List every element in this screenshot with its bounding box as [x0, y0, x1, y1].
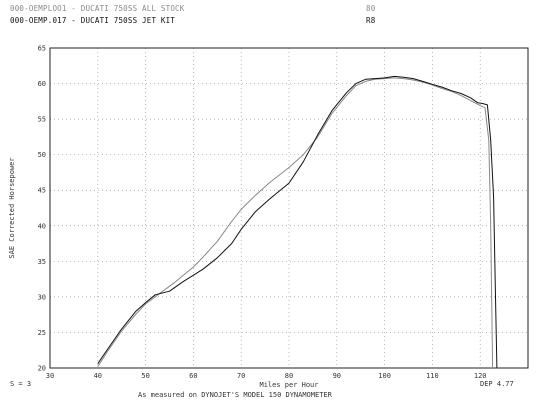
series-line-1	[97, 77, 494, 369]
x-axis-label: Miles per Hour	[259, 381, 318, 389]
footer-version: DEP 4.77	[480, 380, 514, 388]
legend-entry-stock-value: 80	[366, 4, 376, 13]
x-tick-label: 100	[378, 372, 391, 380]
y-tick-label: 30	[38, 293, 46, 301]
y-tick-label: 65	[38, 45, 46, 53]
y-tick-label: 40	[38, 222, 46, 230]
legend-entry-jetkit-value: R8	[366, 16, 376, 25]
legend-entry-jetkit: 000-OEMP.017 - DUCATI 750SS JET KIT	[10, 16, 176, 25]
y-tick-label: 55	[38, 116, 46, 124]
y-axis-label: SAE Corrected Horsepower	[8, 157, 16, 258]
series-line-2	[97, 75, 498, 369]
x-tick-label: 110	[426, 372, 439, 380]
y-tick-label: 20	[38, 365, 46, 373]
y-tick-label: 45	[38, 187, 46, 195]
legend-entry-stock: 000-OEMPLOO1 - DUCATI 750SS ALL STOCK	[10, 4, 185, 13]
x-tick-label: 30	[46, 372, 54, 380]
y-tick-label: 50	[38, 151, 46, 159]
footer-note: As measured on DYNOJET'S MODEL 150 DYNAM…	[138, 391, 332, 399]
x-tick-label: 80	[285, 372, 293, 380]
y-tick-label: 60	[38, 80, 46, 88]
x-tick-labels: 30 40 50 60 70 80 90 100 110 120	[46, 372, 487, 380]
x-tick-label: 120	[474, 372, 487, 380]
plot-frame	[49, 47, 529, 369]
x-tick-label: 50	[141, 372, 149, 380]
series	[97, 75, 498, 369]
x-tick-label: 70	[237, 372, 245, 380]
y-tick-label: 25	[38, 329, 46, 337]
x-tick-label: 60	[189, 372, 197, 380]
footer-scale: S = 3	[10, 380, 32, 388]
grid	[50, 48, 528, 368]
x-tick-label: 40	[94, 372, 102, 380]
y-tick-label: 35	[38, 258, 46, 266]
y-tick-labels: 20 25 30 35 40 45 50 55 60 65	[38, 45, 46, 373]
x-tick-label: 90	[333, 372, 341, 380]
